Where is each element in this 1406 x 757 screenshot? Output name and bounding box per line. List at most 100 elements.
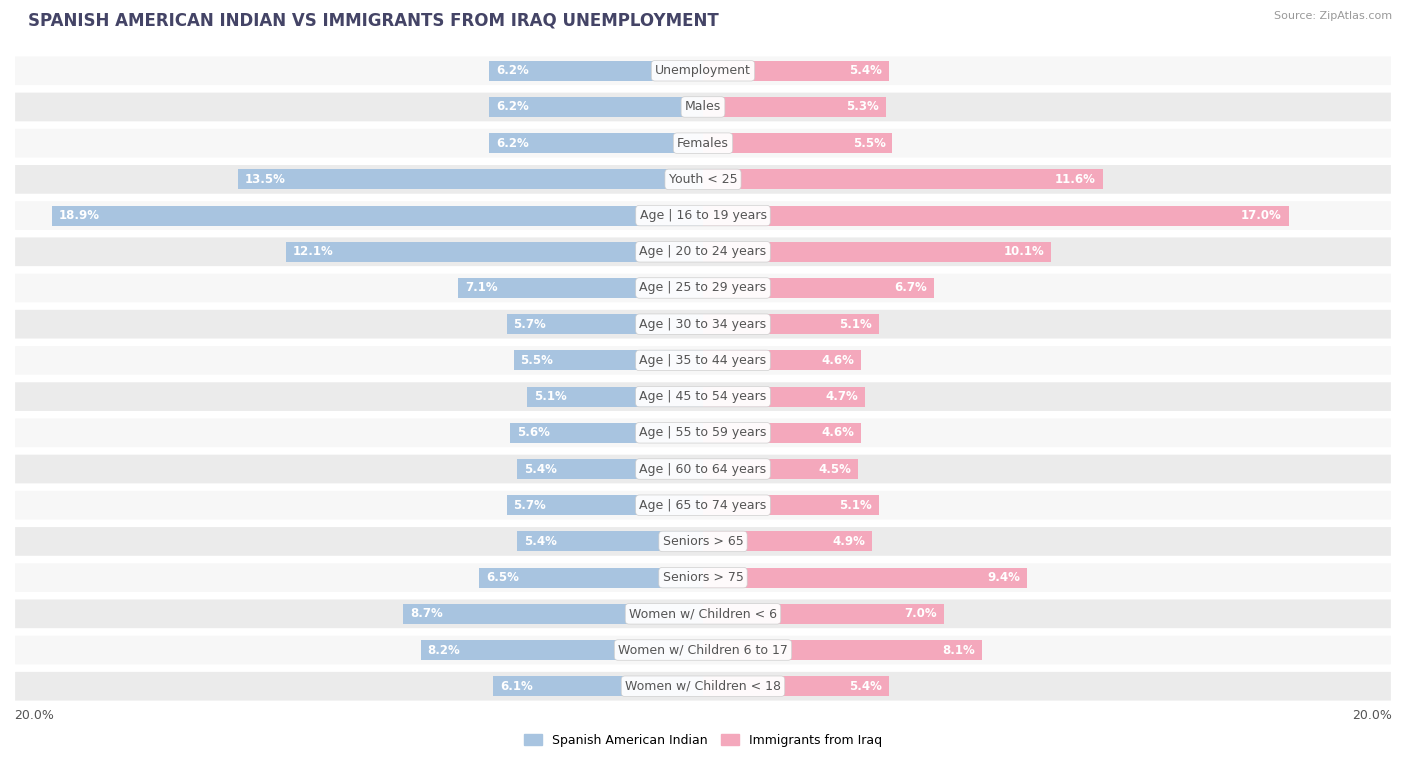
Text: 4.6%: 4.6% — [821, 354, 855, 367]
Bar — [489, 133, 703, 153]
Bar — [703, 170, 1102, 189]
Text: Age | 55 to 59 years: Age | 55 to 59 years — [640, 426, 766, 439]
Text: Age | 16 to 19 years: Age | 16 to 19 years — [640, 209, 766, 222]
Text: SPANISH AMERICAN INDIAN VS IMMIGRANTS FROM IRAQ UNEMPLOYMENT: SPANISH AMERICAN INDIAN VS IMMIGRANTS FR… — [28, 11, 718, 30]
Legend: Spanish American Indian, Immigrants from Iraq: Spanish American Indian, Immigrants from… — [519, 729, 887, 752]
Text: Seniors > 75: Seniors > 75 — [662, 571, 744, 584]
FancyBboxPatch shape — [14, 490, 1392, 521]
FancyBboxPatch shape — [14, 453, 1392, 484]
Bar — [703, 387, 865, 407]
Bar — [517, 531, 703, 551]
Bar — [517, 459, 703, 479]
Text: 5.4%: 5.4% — [524, 535, 557, 548]
Text: 18.9%: 18.9% — [59, 209, 100, 222]
FancyBboxPatch shape — [14, 382, 1392, 412]
Bar — [703, 495, 879, 516]
Bar — [420, 640, 703, 660]
Text: Youth < 25: Youth < 25 — [669, 173, 737, 186]
Text: 5.5%: 5.5% — [852, 137, 886, 150]
FancyBboxPatch shape — [14, 128, 1392, 158]
Text: Women w/ Children 6 to 17: Women w/ Children 6 to 17 — [619, 643, 787, 656]
Bar — [506, 495, 703, 516]
Bar — [703, 459, 858, 479]
Bar — [489, 61, 703, 81]
Text: 8.2%: 8.2% — [427, 643, 460, 656]
Bar — [703, 604, 945, 624]
Bar — [494, 676, 703, 696]
Text: 20.0%: 20.0% — [14, 709, 53, 721]
Text: Males: Males — [685, 101, 721, 114]
FancyBboxPatch shape — [14, 92, 1392, 123]
Bar — [287, 241, 703, 262]
Text: 5.3%: 5.3% — [846, 101, 879, 114]
Text: Women w/ Children < 6: Women w/ Children < 6 — [628, 607, 778, 620]
Text: 5.1%: 5.1% — [534, 390, 567, 403]
Text: Women w/ Children < 18: Women w/ Children < 18 — [626, 680, 780, 693]
Text: 20.0%: 20.0% — [1353, 709, 1392, 721]
Text: 4.7%: 4.7% — [825, 390, 858, 403]
Bar — [479, 568, 703, 587]
Text: Age | 20 to 24 years: Age | 20 to 24 years — [640, 245, 766, 258]
Text: Unemployment: Unemployment — [655, 64, 751, 77]
Bar — [527, 387, 703, 407]
Bar — [703, 278, 934, 298]
FancyBboxPatch shape — [14, 309, 1392, 340]
Text: 5.1%: 5.1% — [839, 318, 872, 331]
Text: 6.7%: 6.7% — [894, 282, 927, 294]
Text: Age | 65 to 74 years: Age | 65 to 74 years — [640, 499, 766, 512]
FancyBboxPatch shape — [14, 417, 1392, 448]
Text: 8.7%: 8.7% — [411, 607, 443, 620]
Text: 5.6%: 5.6% — [517, 426, 550, 439]
FancyBboxPatch shape — [14, 562, 1392, 593]
FancyBboxPatch shape — [14, 599, 1392, 629]
Text: Seniors > 65: Seniors > 65 — [662, 535, 744, 548]
FancyBboxPatch shape — [14, 236, 1392, 267]
Text: 6.2%: 6.2% — [496, 137, 529, 150]
Bar — [703, 241, 1050, 262]
Bar — [703, 568, 1026, 587]
Text: 6.2%: 6.2% — [496, 101, 529, 114]
Bar — [703, 423, 862, 443]
Text: Age | 25 to 29 years: Age | 25 to 29 years — [640, 282, 766, 294]
Text: 7.1%: 7.1% — [465, 282, 498, 294]
Bar — [703, 676, 889, 696]
Bar — [404, 604, 703, 624]
Text: 4.9%: 4.9% — [832, 535, 865, 548]
Text: 6.2%: 6.2% — [496, 64, 529, 77]
Text: 5.4%: 5.4% — [524, 463, 557, 475]
Text: Age | 35 to 44 years: Age | 35 to 44 years — [640, 354, 766, 367]
Text: 7.0%: 7.0% — [904, 607, 938, 620]
Bar — [703, 314, 879, 334]
FancyBboxPatch shape — [14, 526, 1392, 557]
Bar — [703, 206, 1289, 226]
Bar — [52, 206, 703, 226]
Text: 4.5%: 4.5% — [818, 463, 851, 475]
FancyBboxPatch shape — [14, 671, 1392, 702]
Text: 5.4%: 5.4% — [849, 64, 882, 77]
Text: 10.1%: 10.1% — [1004, 245, 1045, 258]
Text: Females: Females — [678, 137, 728, 150]
Bar — [703, 640, 981, 660]
Bar — [510, 423, 703, 443]
FancyBboxPatch shape — [14, 55, 1392, 86]
Text: 5.7%: 5.7% — [513, 318, 547, 331]
Bar — [506, 314, 703, 334]
Text: 5.1%: 5.1% — [839, 499, 872, 512]
FancyBboxPatch shape — [14, 634, 1392, 665]
Bar — [703, 97, 886, 117]
FancyBboxPatch shape — [14, 164, 1392, 195]
Bar — [703, 531, 872, 551]
Text: 5.4%: 5.4% — [849, 680, 882, 693]
Text: 4.6%: 4.6% — [821, 426, 855, 439]
Text: Source: ZipAtlas.com: Source: ZipAtlas.com — [1274, 11, 1392, 21]
FancyBboxPatch shape — [14, 200, 1392, 231]
Text: 8.1%: 8.1% — [942, 643, 976, 656]
Text: 6.5%: 6.5% — [486, 571, 519, 584]
Text: Age | 45 to 54 years: Age | 45 to 54 years — [640, 390, 766, 403]
Text: 11.6%: 11.6% — [1054, 173, 1095, 186]
Text: 17.0%: 17.0% — [1241, 209, 1282, 222]
Bar — [458, 278, 703, 298]
Bar — [238, 170, 703, 189]
Text: 9.4%: 9.4% — [987, 571, 1019, 584]
Bar — [703, 133, 893, 153]
